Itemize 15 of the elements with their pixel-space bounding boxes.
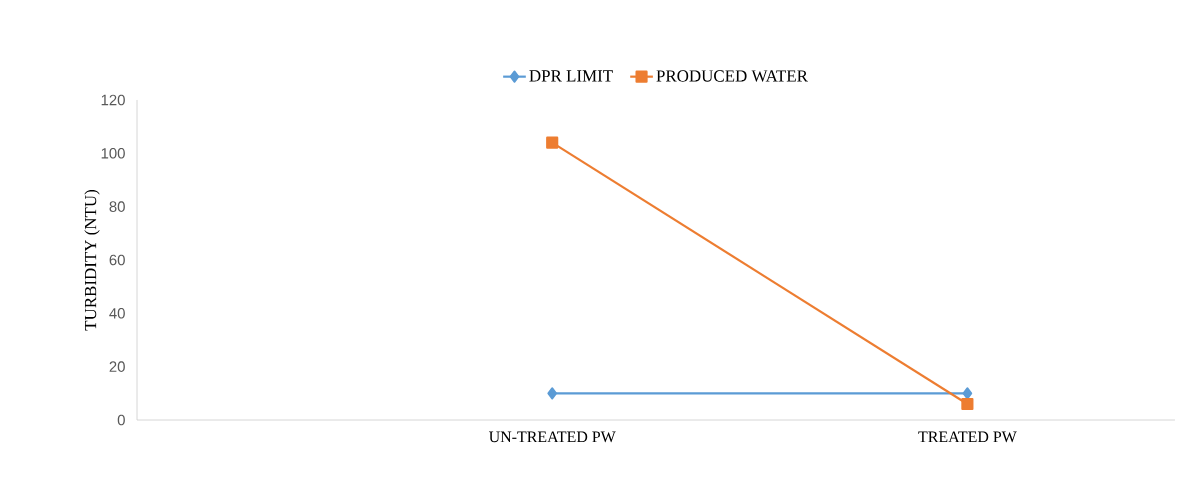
point [547,387,558,400]
y-tick-label: 20 [109,361,125,372]
y-tick-label: 100 [101,148,125,159]
y-tick-label: 0 [117,414,125,426]
y-tick-label: 120 [101,94,125,106]
x-tick-label: UN-TREATED PW [488,431,616,443]
y-tick-label: 40 [109,308,125,319]
y-tick-label: 80 [109,201,125,212]
legend-label: PRODUCED WATER [656,70,808,82]
y-axis-title: TURBIDITY (NTU) [84,189,100,331]
legend-label: DPR LIMIT [529,70,613,82]
x-tick-label: TREATED PW [918,431,1017,443]
point [546,136,559,149]
y-tick-label: 60 [109,254,125,266]
point [961,397,974,411]
